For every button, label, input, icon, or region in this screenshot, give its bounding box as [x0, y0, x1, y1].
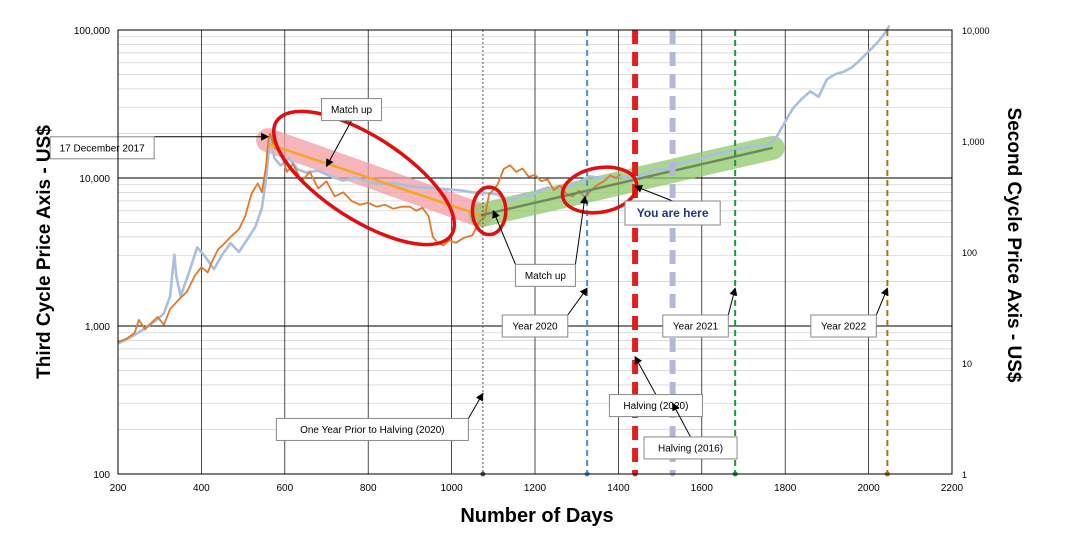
x-tick-label: 1200: [524, 483, 547, 494]
x-tick-label: 1000: [440, 483, 463, 494]
x-axis-title: Number of Days: [460, 505, 613, 527]
annotation-text: One Year Prior to Halving (2020): [300, 425, 445, 436]
x-tick-label: 1400: [607, 483, 630, 494]
annotation-text: Year 2022: [821, 322, 867, 333]
left-y-tick-label: 1,000: [85, 322, 110, 333]
right-y-axis-title: Second Cycle Price Axis - US$: [1003, 108, 1024, 383]
annotation-text: Match up: [331, 105, 373, 116]
x-tick-label: 400: [193, 483, 210, 494]
x-tick-label: 800: [360, 483, 377, 494]
x-tick-label: 2000: [857, 483, 880, 494]
left-y-tick-label: 100: [93, 470, 110, 481]
x-tick-label: 1600: [691, 483, 714, 494]
x-tick-label: 600: [276, 483, 293, 494]
right-y-tick-label: 1: [962, 470, 967, 480]
right-y-tick-label: 100: [962, 248, 977, 258]
left-y-axis-title: Third Cycle Price Axis - US$: [34, 125, 55, 379]
x-tick-label: 200: [110, 483, 127, 494]
x-tick-label: 2200: [941, 483, 964, 494]
annotation-text: 17 December 2017: [60, 143, 145, 154]
right-y-tick-label: 1,000: [962, 137, 985, 147]
annotation-text: Year 2020: [512, 322, 558, 333]
left-y-tick-label: 10,000: [79, 174, 110, 185]
annotation-text: Year 2021: [673, 322, 719, 333]
annotation-text: Halving (2020): [623, 401, 688, 412]
left-y-tick-label: 100,000: [74, 26, 111, 37]
annotation-text: Match up: [525, 271, 567, 282]
right-y-tick-label: 10,000: [962, 26, 990, 36]
right-y-tick-label: 10: [962, 359, 972, 369]
x-tick-label: 1800: [774, 483, 797, 494]
you-are-here-text: You are here: [637, 206, 709, 220]
annotation-text: Halving (2016): [658, 443, 723, 454]
